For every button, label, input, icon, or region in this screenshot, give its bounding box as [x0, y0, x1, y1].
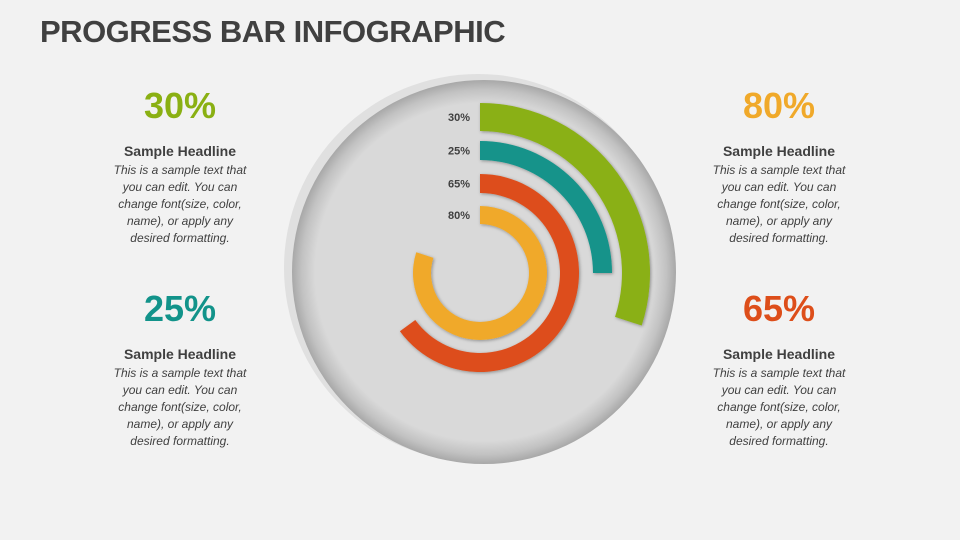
body-line: desired formatting.	[729, 434, 829, 448]
body-line: you can edit. You can	[721, 180, 837, 194]
body-text: This is a sample text that you can edit.…	[95, 162, 265, 247]
body-text: This is a sample text that you can edit.…	[95, 365, 265, 450]
info-block-65: 65% Sample Headline This is a sample tex…	[694, 289, 864, 450]
body-line: name), or apply any	[126, 417, 234, 431]
arc-label: 30%	[448, 112, 470, 124]
arc-label: 65%	[448, 179, 470, 191]
headline: Sample Headline	[722, 143, 836, 159]
progress-arc-25	[480, 141, 612, 273]
body-line: desired formatting.	[130, 231, 230, 245]
info-block-30: 30% Sample Headline This is a sample tex…	[95, 86, 265, 247]
body-line: This is a sample text that	[712, 366, 846, 380]
body-line: This is a sample text that	[113, 366, 247, 380]
headline: Sample Headline	[123, 346, 237, 362]
headline: Sample Headline	[123, 143, 237, 159]
info-block-80: 80% Sample Headline This is a sample tex…	[694, 86, 864, 247]
body-line: name), or apply any	[725, 214, 833, 228]
arc-label: 25%	[448, 146, 470, 158]
body-line: desired formatting.	[729, 231, 829, 245]
percent-value: 65%	[742, 288, 816, 329]
body-line: This is a sample text that	[113, 163, 247, 177]
body-line: you can edit. You can	[721, 383, 837, 397]
page-title: PROGRESS BAR INFOGRAPHIC	[40, 14, 506, 49]
body-text: This is a sample text that you can edit.…	[694, 162, 864, 247]
body-line: change font(size, color,	[118, 400, 242, 414]
body-line: you can edit. You can	[122, 383, 238, 397]
body-line: change font(size, color,	[717, 197, 841, 211]
percent-value: 30%	[143, 85, 217, 126]
body-line: name), or apply any	[725, 417, 833, 431]
arc-label: 80%	[448, 210, 470, 222]
body-line: desired formatting.	[130, 434, 230, 448]
plate	[292, 80, 676, 464]
percent-value: 25%	[143, 288, 217, 329]
progress-arc-30	[480, 102, 651, 326]
body-line: name), or apply any	[126, 214, 234, 228]
info-block-25: 25% Sample Headline This is a sample tex…	[95, 289, 265, 450]
body-line: change font(size, color,	[717, 400, 841, 414]
body-line: you can edit. You can	[122, 180, 238, 194]
body-line: change font(size, color,	[118, 197, 242, 211]
percent-value: 80%	[742, 85, 816, 126]
body-text: This is a sample text that you can edit.…	[694, 365, 864, 450]
body-line: This is a sample text that	[712, 163, 846, 177]
headline: Sample Headline	[722, 346, 836, 362]
